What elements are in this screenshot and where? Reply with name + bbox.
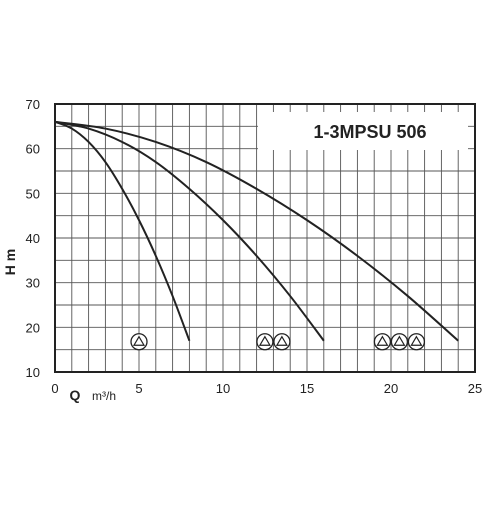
pump-stage-icon [256, 333, 274, 351]
y-tick-label: 50 [26, 186, 40, 201]
x-tick-label: 15 [300, 381, 314, 396]
y-tick-label: 10 [26, 365, 40, 380]
y-tick-label: 40 [26, 231, 40, 246]
pump-stage-icon [130, 333, 148, 351]
x-tick-label: 0 [51, 381, 58, 396]
pump-stage-icon [273, 333, 291, 351]
x-tick-label: 5 [135, 381, 142, 396]
ticks: 0 5 10 15 20 25 10 20 30 40 50 60 70 [26, 97, 483, 396]
x-axis-unit: m³/h [92, 389, 116, 403]
plot-frame [54, 103, 476, 373]
x-tick-label: 25 [468, 381, 482, 396]
y-tick-label: 60 [26, 142, 40, 157]
y-tick-label: 30 [26, 276, 40, 291]
y-tick-label: 70 [26, 97, 40, 112]
y-tick-label: 20 [26, 320, 40, 335]
title-box: 1-3MPSU 506 [258, 112, 468, 150]
curves [54, 120, 459, 342]
markers [130, 333, 426, 351]
x-axis-title: Q [70, 387, 81, 403]
axis-titles: H m Q m³/h [2, 249, 116, 403]
x-tick-label: 20 [384, 381, 398, 396]
curve-series-3 [54, 120, 459, 342]
title-background [258, 112, 468, 150]
pump-stage-icon [373, 333, 392, 351]
curve-series-2 [54, 120, 325, 342]
y-axis-title: H m [2, 249, 18, 275]
pump-stage-icon [407, 333, 426, 351]
x-tick-label: 10 [216, 381, 230, 396]
curve-series-1 [54, 120, 191, 342]
chart-title: 1-3MPSU 506 [313, 122, 426, 142]
pump-stage-icon [390, 333, 409, 351]
